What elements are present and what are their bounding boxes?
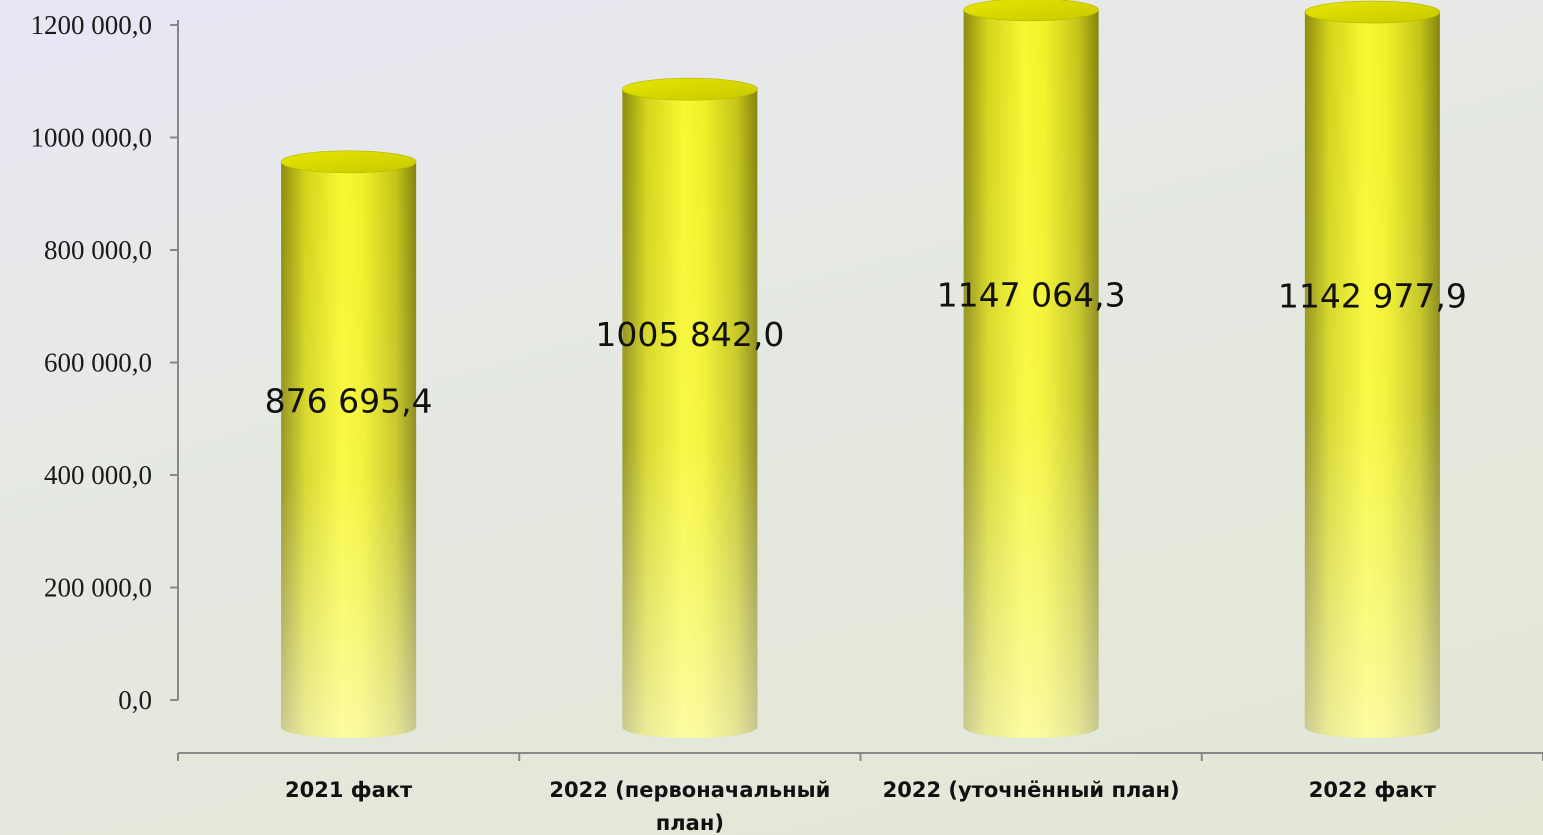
bar-shading [963,9,1099,739]
bar [963,0,1099,739]
category-label: 2022 (уточнённый план) [883,778,1180,802]
y-tick-label: 800 000,0 [44,235,152,265]
bar [622,77,758,739]
y-tick-label: 0,0 [118,685,152,715]
bar-shading [281,161,417,738]
category-label: 2022 факт [1309,778,1437,802]
y-tick-label: 400 000,0 [44,460,152,490]
category-label: 2022 (первоначальный [549,778,830,802]
category-label: 2021 факт [285,778,413,802]
bar-top [280,150,417,174]
bar-top [963,0,1099,22]
bar [1304,0,1441,738]
data-label: 1147 064,3 [937,275,1126,314]
y-tick-label: 1200 000,0 [31,10,153,40]
y-tick-label: 200 000,0 [44,573,152,603]
y-tick-label: 600 000,0 [44,348,152,378]
bar-shading [622,89,758,739]
labels: 876 695,4 1005 842,0 1147 064,3 1142 977,9 2… [265,275,1467,835]
bar [280,150,417,738]
data-label: 1005 842,0 [595,315,784,354]
data-label: 1142 977,9 [1278,277,1467,316]
axes: 0,0 200 000,0 400 000,0 600 000,0 800 000,0 1… [31,10,1543,761]
bar-shading [1304,12,1440,738]
bar-top [1304,0,1441,24]
bar-top [622,77,758,101]
category-label: план) [656,811,724,835]
y-tick-label: 1000 000,0 [31,123,153,153]
data-label: 876 695,4 [265,381,433,420]
bars [280,0,1441,739]
